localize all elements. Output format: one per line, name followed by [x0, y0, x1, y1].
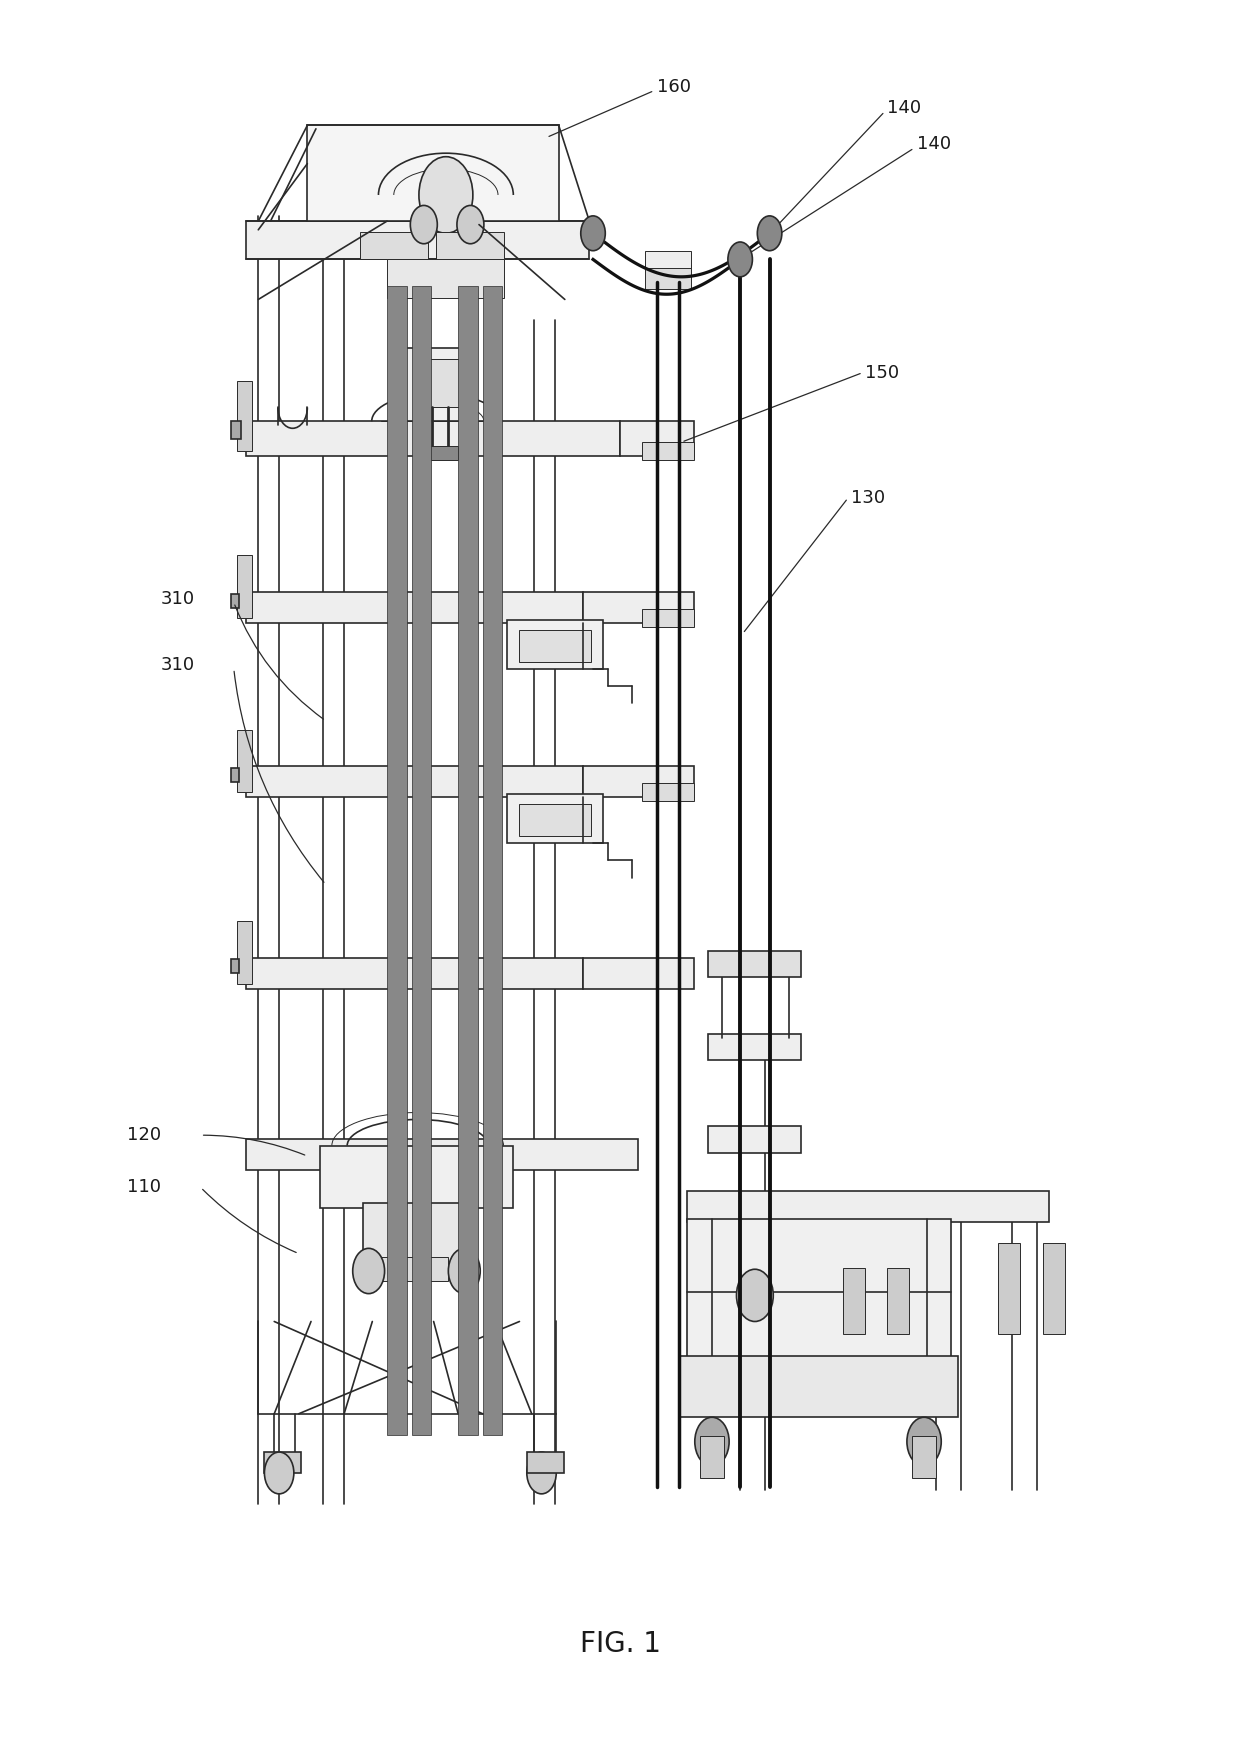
Bar — [360, 232, 428, 260]
Bar — [583, 767, 693, 797]
Bar — [520, 804, 590, 835]
Bar — [246, 221, 589, 260]
Bar — [237, 921, 252, 985]
Text: 140: 140 — [916, 135, 951, 153]
Bar — [708, 1034, 801, 1060]
Bar — [246, 421, 620, 456]
Bar — [583, 958, 693, 988]
Circle shape — [419, 156, 472, 233]
Bar — [507, 793, 603, 842]
Bar — [232, 960, 238, 974]
Bar — [527, 1451, 564, 1472]
Bar — [911, 1436, 936, 1478]
Circle shape — [264, 1451, 294, 1494]
Bar — [645, 265, 691, 290]
Circle shape — [456, 205, 484, 244]
Circle shape — [352, 1248, 384, 1293]
Bar — [232, 421, 241, 439]
Circle shape — [580, 216, 605, 251]
Bar — [482, 286, 502, 1434]
Bar — [520, 630, 590, 662]
Bar — [246, 591, 583, 623]
Text: 130: 130 — [851, 490, 884, 507]
Bar — [246, 1139, 639, 1171]
Bar — [708, 1127, 801, 1153]
Bar — [998, 1243, 1019, 1334]
Bar — [412, 286, 432, 1434]
Bar — [507, 620, 603, 669]
Text: 310: 310 — [160, 656, 195, 674]
Bar — [843, 1267, 866, 1334]
Text: 140: 140 — [888, 98, 921, 118]
Circle shape — [906, 1418, 941, 1465]
Bar — [414, 358, 460, 407]
Bar — [583, 591, 693, 623]
Bar — [642, 442, 693, 460]
Bar — [237, 730, 252, 792]
Bar — [708, 951, 801, 978]
Circle shape — [737, 1269, 774, 1322]
Circle shape — [527, 1451, 557, 1494]
Bar — [687, 1192, 1049, 1221]
Bar — [642, 609, 693, 627]
Bar — [645, 251, 691, 269]
Bar — [436, 232, 503, 260]
Bar — [264, 1451, 301, 1472]
Bar — [308, 125, 559, 221]
Bar — [642, 783, 693, 800]
Bar — [387, 260, 503, 298]
Bar — [458, 286, 477, 1434]
Circle shape — [694, 1418, 729, 1465]
Text: 120: 120 — [128, 1127, 161, 1144]
Bar — [362, 1204, 470, 1264]
Bar — [699, 1436, 724, 1478]
Circle shape — [449, 1248, 480, 1293]
Bar — [246, 767, 583, 797]
Bar — [687, 1218, 951, 1362]
Bar — [678, 1357, 959, 1418]
Bar — [320, 1146, 513, 1207]
Bar — [237, 555, 252, 618]
Bar — [1043, 1243, 1065, 1334]
Bar — [402, 347, 471, 421]
Circle shape — [410, 205, 438, 244]
Bar — [888, 1267, 909, 1334]
Text: FIG. 1: FIG. 1 — [579, 1630, 661, 1657]
Text: 160: 160 — [657, 77, 691, 97]
Bar — [237, 381, 252, 451]
Circle shape — [728, 242, 753, 277]
Bar — [424, 446, 458, 460]
Text: 110: 110 — [128, 1178, 161, 1197]
Text: 310: 310 — [160, 590, 195, 607]
Circle shape — [758, 216, 782, 251]
Text: 150: 150 — [866, 363, 899, 381]
Bar — [620, 421, 693, 456]
Bar — [246, 958, 583, 988]
Bar — [381, 1257, 449, 1281]
Bar — [232, 593, 238, 607]
Bar — [232, 767, 238, 781]
Bar — [387, 286, 407, 1434]
